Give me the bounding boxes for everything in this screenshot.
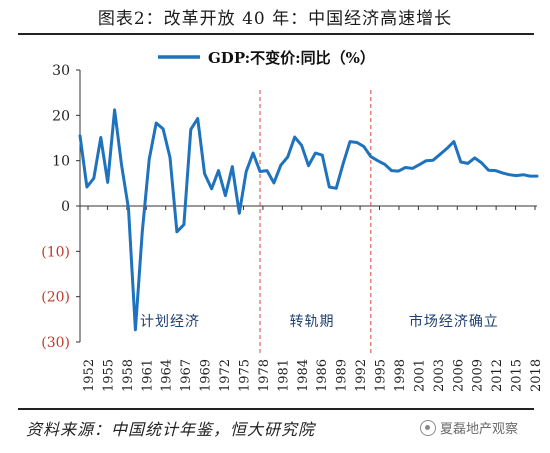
x-tick-label: 2003 bbox=[432, 359, 447, 392]
x-tick-label: 1964 bbox=[160, 359, 175, 392]
x-tick-label: 1952 bbox=[82, 359, 97, 392]
x-tick-label: 2009 bbox=[471, 359, 486, 392]
y-tick-label: (20) bbox=[41, 290, 70, 306]
period-label: 转轨期 bbox=[289, 314, 334, 330]
watermark: 夏磊地产观察 bbox=[420, 418, 518, 437]
x-tick-label: 1986 bbox=[315, 359, 330, 392]
x-tick-label: 2012 bbox=[490, 359, 505, 392]
y-tick-label: 0 bbox=[61, 199, 70, 215]
x-tick-label: 1955 bbox=[101, 359, 116, 392]
x-tick-label: 1992 bbox=[354, 359, 369, 392]
x-tick-label: 1958 bbox=[121, 359, 136, 392]
x-tick-label: 1984 bbox=[296, 359, 311, 392]
y-tick-label: (30) bbox=[41, 335, 70, 351]
x-tick-label: 1969 bbox=[199, 359, 214, 392]
bottom-rule bbox=[18, 408, 534, 410]
watermark-text: 夏磊地产观察 bbox=[440, 422, 519, 437]
x-tick-label: 1995 bbox=[374, 359, 389, 392]
chart-title: 图表2：改革开放 40 年：中国经济高速增长 bbox=[97, 9, 453, 29]
x-tick-label: 2015 bbox=[510, 359, 525, 392]
y-tick-label: 20 bbox=[52, 108, 70, 124]
source-note: 资料来源：中国统计年鉴，恒大研究院 bbox=[26, 420, 316, 439]
x-tick-label: 1975 bbox=[237, 359, 252, 392]
x-tick-label: 1961 bbox=[140, 359, 155, 392]
x-tick-label: 1978 bbox=[257, 359, 272, 392]
wechat-icon bbox=[420, 419, 436, 436]
series-line bbox=[78, 108, 539, 332]
y-tick-label: (10) bbox=[41, 244, 70, 260]
x-tick-label: 1989 bbox=[335, 359, 350, 392]
x-tick-label: 2001 bbox=[412, 359, 427, 392]
x-tick-label: 1972 bbox=[218, 359, 233, 392]
legend-label: GDP:不变价:同比（%） bbox=[208, 49, 375, 67]
x-tick-label: 1967 bbox=[179, 359, 194, 392]
x-tick-label: 1981 bbox=[276, 359, 291, 392]
period-label: 计划经济 bbox=[140, 314, 200, 330]
y-tick-label: 10 bbox=[52, 154, 70, 170]
x-tick-label: 2018 bbox=[529, 359, 544, 392]
x-tick-label: 2006 bbox=[451, 359, 466, 392]
y-tick-label: 30 bbox=[52, 63, 70, 79]
x-tick-label: 1998 bbox=[393, 359, 408, 392]
top-rule bbox=[18, 33, 534, 35]
period-label: 市场经济确立 bbox=[409, 313, 499, 330]
